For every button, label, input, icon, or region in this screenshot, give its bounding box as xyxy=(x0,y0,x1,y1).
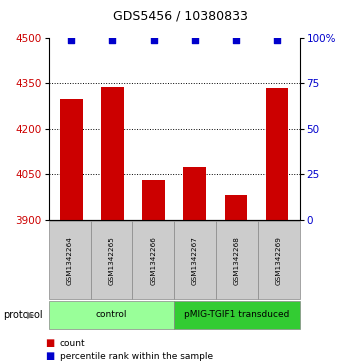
Bar xyxy=(60,99,83,220)
Bar xyxy=(101,86,124,220)
Bar xyxy=(183,167,206,220)
Text: pMIG-TGIF1 transduced: pMIG-TGIF1 transduced xyxy=(184,310,290,319)
Text: ■: ■ xyxy=(45,338,55,348)
Point xyxy=(192,37,197,43)
Bar xyxy=(142,180,165,220)
Text: GSM1342265: GSM1342265 xyxy=(108,236,114,285)
Text: GDS5456 / 10380833: GDS5456 / 10380833 xyxy=(113,9,248,22)
Point xyxy=(69,37,74,43)
Text: ■: ■ xyxy=(45,351,55,362)
Point xyxy=(110,37,116,43)
Text: GSM1342268: GSM1342268 xyxy=(234,236,240,285)
Text: GSM1342269: GSM1342269 xyxy=(276,236,282,285)
Text: GSM1342266: GSM1342266 xyxy=(150,236,156,285)
Text: control: control xyxy=(96,310,127,319)
Text: percentile rank within the sample: percentile rank within the sample xyxy=(60,352,213,361)
Text: ▶: ▶ xyxy=(27,310,35,320)
Text: GSM1342264: GSM1342264 xyxy=(67,236,73,285)
Point xyxy=(151,37,157,43)
Text: count: count xyxy=(60,339,85,347)
Bar xyxy=(266,88,288,220)
Bar xyxy=(225,195,247,220)
Point xyxy=(233,37,239,43)
Point xyxy=(274,37,280,43)
Text: protocol: protocol xyxy=(4,310,43,320)
Text: GSM1342267: GSM1342267 xyxy=(192,236,198,285)
